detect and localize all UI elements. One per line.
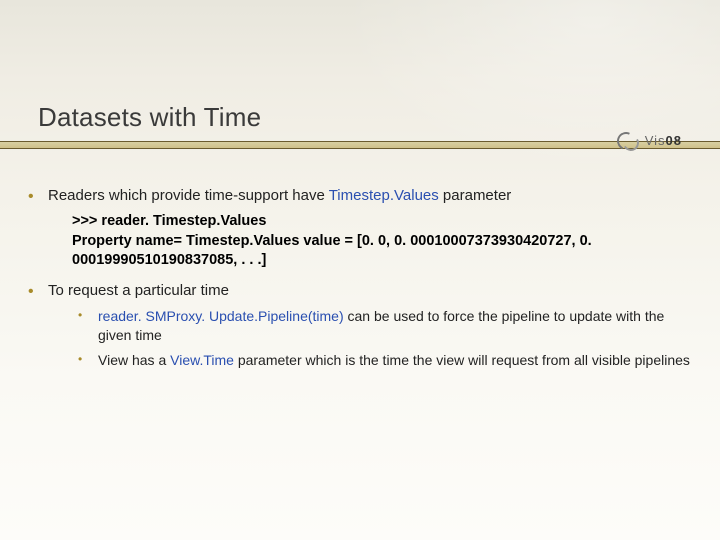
logo-text: Vis08 bbox=[645, 133, 682, 148]
sub-2-code: View.Time bbox=[170, 352, 234, 368]
bullet-1-pre: Readers which provide time-support have bbox=[48, 187, 329, 204]
bullet-1: Readers which provide time-support have … bbox=[24, 186, 696, 271]
sub-2-post: parameter which is the time the view wil… bbox=[234, 352, 690, 368]
codeblock-line1: >>> reader. Timestep.Values bbox=[72, 212, 696, 232]
logo-prefix: Vis bbox=[645, 133, 666, 148]
bullet-1-code: Timestep.Values bbox=[329, 187, 439, 204]
sub-bullet-1: reader. SMProxy. Update.Pipeline(time) c… bbox=[62, 307, 696, 345]
slide-container: Datasets with Time Vis08 Readers which p… bbox=[0, 0, 720, 540]
slide-body: Readers which provide time-support have … bbox=[24, 186, 696, 380]
sub-1-code: reader. SMProxy. Update.Pipeline(time) bbox=[98, 308, 344, 324]
sub-2-pre: View has a bbox=[98, 352, 170, 368]
slide-title: Datasets with Time bbox=[38, 102, 261, 133]
sub-bullet-2: View has a View.Time parameter which is … bbox=[62, 351, 696, 370]
bullet-2: To request a particular time reader. SMP… bbox=[24, 281, 696, 370]
codeblock-line2: Property name= Timestep.Values value = [… bbox=[72, 232, 696, 271]
bullet-1-post: parameter bbox=[439, 187, 512, 204]
logo-suffix: 08 bbox=[666, 133, 682, 148]
logo-swirl-icon bbox=[615, 130, 641, 150]
title-rule bbox=[0, 141, 720, 151]
bullet-1-codeblock: >>> reader. Timestep.Values Property nam… bbox=[72, 212, 696, 271]
bullet-2-text: To request a particular time bbox=[48, 282, 229, 299]
vis08-logo: Vis08 bbox=[615, 130, 682, 150]
